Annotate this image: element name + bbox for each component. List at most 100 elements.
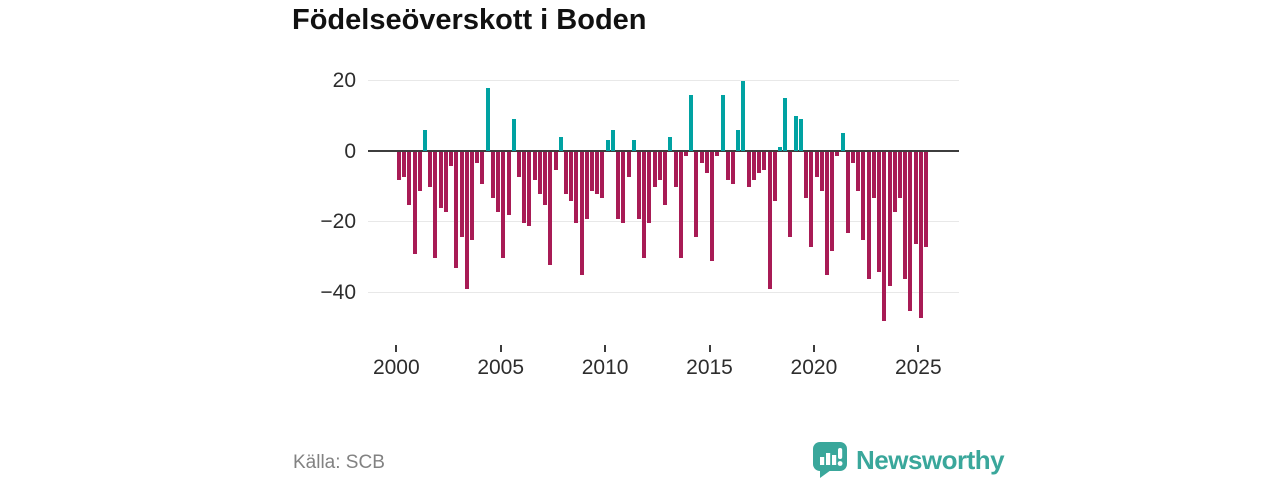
bar-2022Q3 — [866, 152, 871, 279]
bar-2013Q3 — [678, 152, 683, 258]
bar-2017Q3 — [762, 152, 767, 170]
bar-2024Q3 — [908, 152, 913, 311]
bar-2019Q3 — [804, 152, 809, 198]
gridline-20 — [368, 80, 959, 81]
bar-2008Q4 — [579, 152, 584, 276]
bar-2002Q1 — [438, 152, 443, 209]
bar-2022Q1 — [856, 152, 861, 191]
bar-2019Q1 — [793, 115, 798, 151]
y-tick-label: 0 — [344, 139, 356, 163]
bar-2006Q3 — [532, 152, 537, 181]
newsworthy-wordmark: Newsworthy — [856, 444, 1005, 475]
newsworthy-logo: Newsworthy — [812, 441, 1005, 479]
bar-2017Q2 — [757, 152, 762, 174]
x-axis-zero-line — [368, 150, 959, 152]
bar-2021Q1 — [835, 152, 840, 156]
bar-2022Q2 — [861, 152, 866, 241]
bar-2023Q2 — [882, 152, 887, 322]
bar-2005Q4 — [516, 152, 521, 177]
bar-2008Q2 — [569, 152, 574, 202]
bar-2009Q1 — [584, 152, 589, 219]
bar-2017Q1 — [751, 152, 756, 181]
gridline--40 — [368, 291, 959, 293]
bar-2005Q3 — [511, 119, 516, 151]
bar-2013Q4 — [684, 152, 688, 156]
bar-2014Q1 — [689, 94, 694, 151]
bar-2010Q2 — [610, 129, 615, 151]
bar-2016Q1 — [730, 152, 735, 184]
bar-2003Q1 — [459, 152, 464, 237]
x-tick-label: 2020 — [790, 356, 838, 379]
bar-2011Q3 — [637, 152, 642, 219]
x-tick-2020 — [812, 345, 815, 352]
bar-2007Q2 — [548, 152, 553, 265]
bar-2001Q2 — [423, 129, 427, 151]
y-tick-label: −20 — [320, 210, 356, 233]
bar-2013Q1 — [668, 136, 673, 151]
bar-2018Q1 — [772, 152, 777, 202]
x-tick-2015 — [708, 345, 711, 352]
bar-2006Q4 — [537, 152, 542, 195]
bar-2000Q3 — [407, 152, 412, 205]
bar-2013Q2 — [673, 152, 678, 188]
bar-2009Q4 — [600, 152, 605, 198]
bar-2025Q1 — [918, 152, 923, 318]
bar-2014Q3 — [699, 152, 704, 163]
bar-2018Q2 — [777, 147, 782, 151]
bar-2019Q2 — [798, 119, 803, 151]
bar-2002Q4 — [454, 152, 459, 269]
bar-2002Q2 — [443, 152, 448, 212]
bar-2024Q1 — [898, 152, 903, 198]
bar-2017Q4 — [767, 152, 772, 290]
bar-2009Q3 — [595, 152, 600, 195]
bar-2004Q3 — [490, 152, 495, 198]
bar-2015Q2 — [715, 152, 720, 156]
bar-2010Q1 — [605, 140, 610, 151]
bar-2012Q1 — [647, 152, 652, 223]
bar-2006Q1 — [522, 152, 527, 223]
bar-2023Q4 — [892, 152, 897, 212]
bar-2003Q3 — [469, 152, 474, 241]
newsworthy-speech-bubble-bar-chart-icon — [812, 441, 848, 479]
x-tick-label: 2025 — [894, 356, 942, 379]
bar-2018Q4 — [788, 152, 793, 237]
bar-2001Q4 — [433, 152, 438, 258]
bar-2014Q2 — [694, 152, 699, 237]
bar-2003Q4 — [475, 152, 480, 163]
bar-2011Q1 — [626, 152, 631, 177]
bar-2023Q1 — [877, 152, 882, 272]
bar-2021Q2 — [840, 133, 845, 151]
y-tick-label: −40 — [320, 280, 356, 304]
x-tick-label: 2005 — [477, 356, 525, 379]
x-tick-2025 — [917, 345, 920, 352]
bar-2020Q3 — [824, 152, 829, 276]
bar-2020Q4 — [830, 152, 835, 251]
bar-2022Q4 — [871, 152, 876, 198]
bar-2007Q3 — [553, 152, 558, 170]
bar-2018Q3 — [783, 98, 788, 151]
bar-2004Q1 — [480, 152, 485, 184]
bar-2008Q3 — [574, 152, 579, 223]
bar-2008Q1 — [563, 152, 568, 195]
bar-2010Q3 — [616, 152, 621, 219]
bar-2003Q2 — [464, 152, 469, 290]
bar-2004Q4 — [496, 152, 501, 212]
bar-2000Q4 — [412, 152, 417, 255]
x-tick-label: 2015 — [686, 356, 733, 379]
bar-2015Q4 — [725, 152, 730, 181]
bar-2007Q4 — [558, 136, 563, 151]
bar-2001Q1 — [417, 152, 422, 191]
x-tick-2010 — [604, 345, 607, 352]
bar-2016Q2 — [736, 129, 741, 151]
source-label: Källa: SCB — [293, 452, 385, 473]
bar-2021Q3 — [845, 152, 850, 234]
bar-2005Q1 — [501, 152, 506, 258]
x-tick-label: 2000 — [372, 356, 420, 379]
bar-2004Q2 — [485, 87, 490, 151]
bar-2001Q3 — [428, 152, 433, 188]
bar-2011Q2 — [631, 140, 636, 151]
bar-2000Q1 — [396, 152, 401, 181]
x-tick-2005 — [499, 345, 502, 352]
bar-2009Q2 — [590, 152, 595, 191]
